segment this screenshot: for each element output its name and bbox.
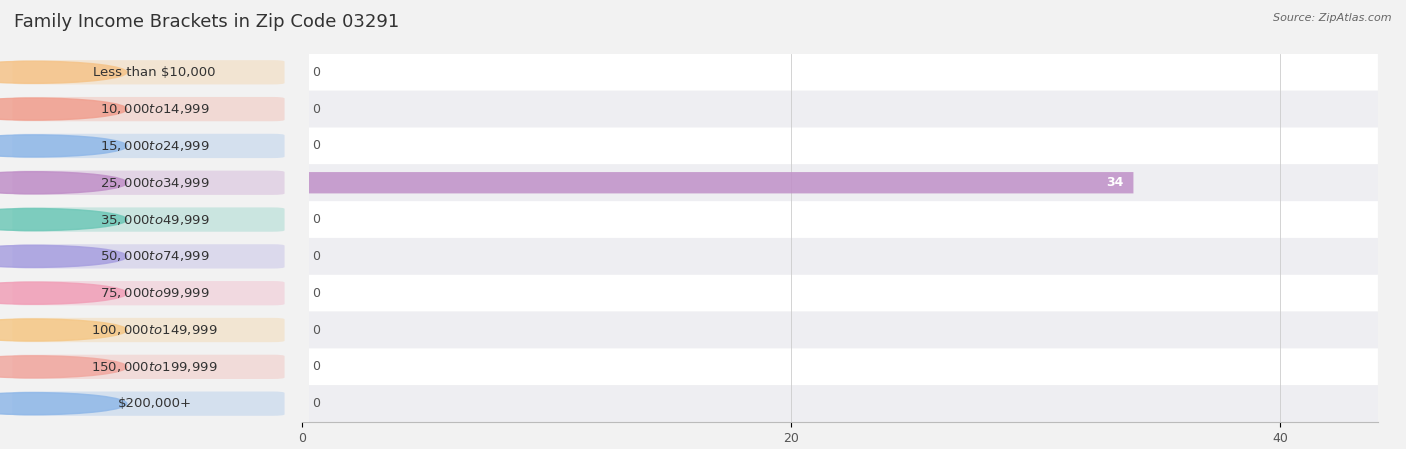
- Text: $100,000 to $149,999: $100,000 to $149,999: [91, 323, 218, 337]
- Circle shape: [0, 392, 127, 415]
- Text: $15,000 to $24,999: $15,000 to $24,999: [100, 139, 209, 153]
- Text: 0: 0: [312, 250, 321, 263]
- Circle shape: [0, 172, 127, 194]
- Text: 0: 0: [312, 324, 321, 336]
- Text: $200,000+: $200,000+: [118, 397, 191, 410]
- Text: 0: 0: [312, 287, 321, 299]
- FancyBboxPatch shape: [13, 60, 284, 84]
- Text: 0: 0: [312, 140, 321, 152]
- FancyBboxPatch shape: [13, 318, 284, 342]
- Text: $150,000 to $199,999: $150,000 to $199,999: [91, 360, 218, 374]
- Text: $25,000 to $34,999: $25,000 to $34,999: [100, 176, 209, 190]
- Text: Family Income Brackets in Zip Code 03291: Family Income Brackets in Zip Code 03291: [14, 13, 399, 31]
- FancyBboxPatch shape: [302, 312, 1378, 348]
- FancyBboxPatch shape: [13, 281, 284, 305]
- Text: $35,000 to $49,999: $35,000 to $49,999: [100, 212, 209, 227]
- FancyBboxPatch shape: [13, 134, 284, 158]
- Text: Less than $10,000: Less than $10,000: [93, 66, 217, 79]
- Text: Source: ZipAtlas.com: Source: ZipAtlas.com: [1274, 13, 1392, 23]
- FancyBboxPatch shape: [302, 164, 1378, 201]
- FancyBboxPatch shape: [302, 201, 1378, 238]
- Text: 0: 0: [312, 361, 321, 373]
- FancyBboxPatch shape: [13, 171, 284, 195]
- Text: 0: 0: [312, 213, 321, 226]
- FancyBboxPatch shape: [302, 348, 1378, 385]
- Text: 34: 34: [1107, 176, 1123, 189]
- Text: 0: 0: [312, 66, 321, 79]
- FancyBboxPatch shape: [13, 355, 284, 379]
- FancyBboxPatch shape: [302, 275, 1378, 312]
- Circle shape: [0, 282, 127, 304]
- Circle shape: [0, 61, 127, 84]
- FancyBboxPatch shape: [302, 128, 1378, 164]
- Text: $75,000 to $99,999: $75,000 to $99,999: [100, 286, 209, 300]
- Circle shape: [0, 208, 127, 231]
- Text: $10,000 to $14,999: $10,000 to $14,999: [100, 102, 209, 116]
- FancyBboxPatch shape: [302, 238, 1378, 275]
- FancyBboxPatch shape: [302, 54, 1378, 91]
- Circle shape: [0, 245, 127, 268]
- Text: 0: 0: [312, 397, 321, 410]
- FancyBboxPatch shape: [13, 97, 284, 121]
- Text: 0: 0: [312, 103, 321, 115]
- FancyBboxPatch shape: [302, 91, 1378, 128]
- FancyBboxPatch shape: [13, 244, 284, 269]
- Circle shape: [0, 356, 127, 378]
- FancyBboxPatch shape: [13, 392, 284, 416]
- Circle shape: [0, 135, 127, 157]
- FancyBboxPatch shape: [13, 207, 284, 232]
- FancyBboxPatch shape: [302, 385, 1378, 422]
- Text: $50,000 to $74,999: $50,000 to $74,999: [100, 249, 209, 264]
- FancyBboxPatch shape: [302, 172, 1133, 194]
- Circle shape: [0, 319, 127, 341]
- Circle shape: [0, 98, 127, 120]
